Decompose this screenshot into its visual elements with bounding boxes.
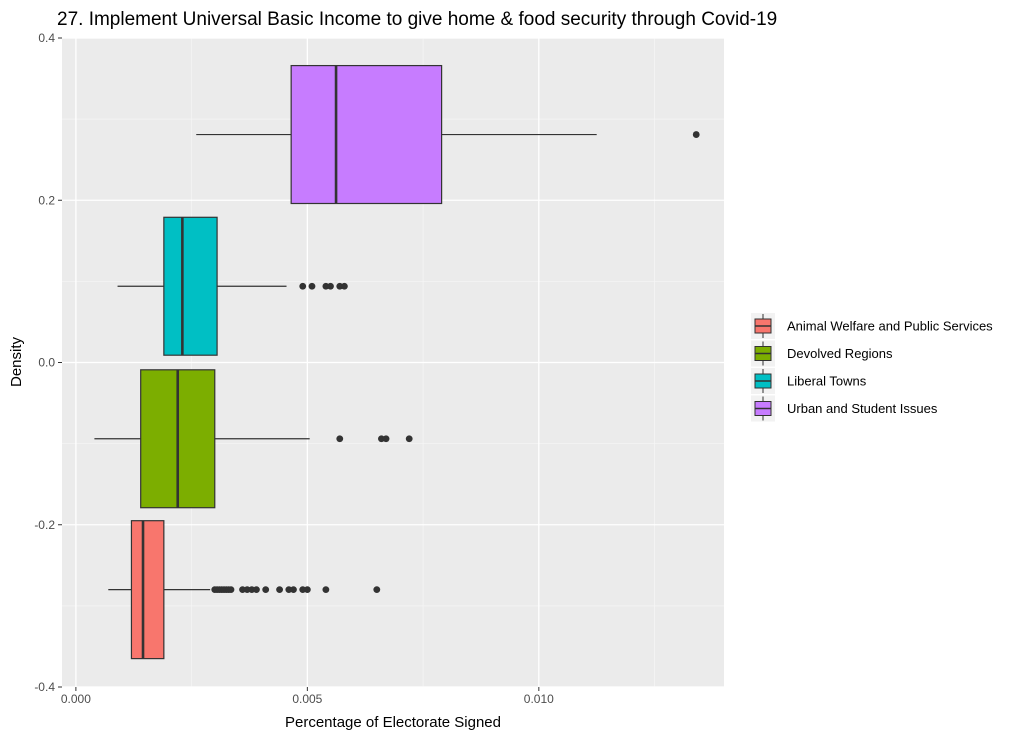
- x-tick-label: 0.010: [524, 692, 554, 706]
- legend-label: Urban and Student Issues: [787, 401, 938, 416]
- outlier-point: [262, 586, 270, 594]
- y-axis-ticks: 0.4 0.2 0.0 -0.2 -0.4: [34, 31, 62, 694]
- legend-label: Animal Welfare and Public Services: [787, 319, 993, 334]
- legend-item: Urban and Student Issues: [751, 395, 938, 422]
- outlier-point: [322, 586, 330, 594]
- outlier-point: [276, 586, 283, 594]
- chart-title: 27. Implement Universal Basic Income to …: [57, 9, 777, 30]
- x-axis-ticks: 0.000 0.005 0.010: [61, 687, 554, 706]
- y-tick-label: 0.2: [38, 193, 55, 207]
- box-devolved-regions: [94, 369, 413, 509]
- x-tick-label: 0.005: [292, 692, 322, 706]
- box-animal-welfare-and-public-services: [108, 520, 381, 660]
- y-tick-label: -0.4: [34, 680, 55, 694]
- box-series: [94, 64, 700, 660]
- legend-label: Liberal Towns: [787, 374, 867, 389]
- legend-item: Animal Welfare and Public Services: [751, 313, 993, 339]
- box-liberal-towns: [117, 216, 348, 356]
- y-tick-label: -0.2: [34, 518, 55, 532]
- y-tick-label: 0.0: [38, 356, 55, 370]
- legend: Animal Welfare and Public Services Devolv…: [751, 313, 993, 422]
- box-iqr: [290, 64, 443, 205]
- outlier-point: [692, 131, 700, 138]
- outlier-point: [405, 435, 413, 443]
- outlier-point: [227, 586, 235, 594]
- x-axis-label: Percentage of Electorate Signed: [285, 714, 501, 731]
- outlier-point: [336, 435, 344, 443]
- x-tick-label: 0.000: [61, 692, 91, 706]
- outlier-point: [253, 586, 260, 594]
- legend-item: Devolved Regions: [751, 340, 893, 367]
- outlier-point: [303, 586, 311, 594]
- box-iqr: [130, 520, 165, 660]
- outlier-point: [290, 586, 297, 594]
- outlier-point: [340, 282, 348, 290]
- y-axis-label: Density: [8, 336, 25, 387]
- legend-item: Liberal Towns: [751, 368, 867, 394]
- y-tick-label: 0.4: [38, 31, 55, 45]
- outlier-point: [327, 282, 334, 290]
- outlier-point: [382, 435, 390, 443]
- box-urban-and-student-issues: [196, 64, 700, 205]
- outlier-point: [299, 282, 307, 290]
- box-iqr: [163, 216, 218, 356]
- outlier-point: [308, 282, 316, 290]
- outlier-point: [373, 586, 381, 594]
- legend-label: Devolved Regions: [787, 346, 893, 361]
